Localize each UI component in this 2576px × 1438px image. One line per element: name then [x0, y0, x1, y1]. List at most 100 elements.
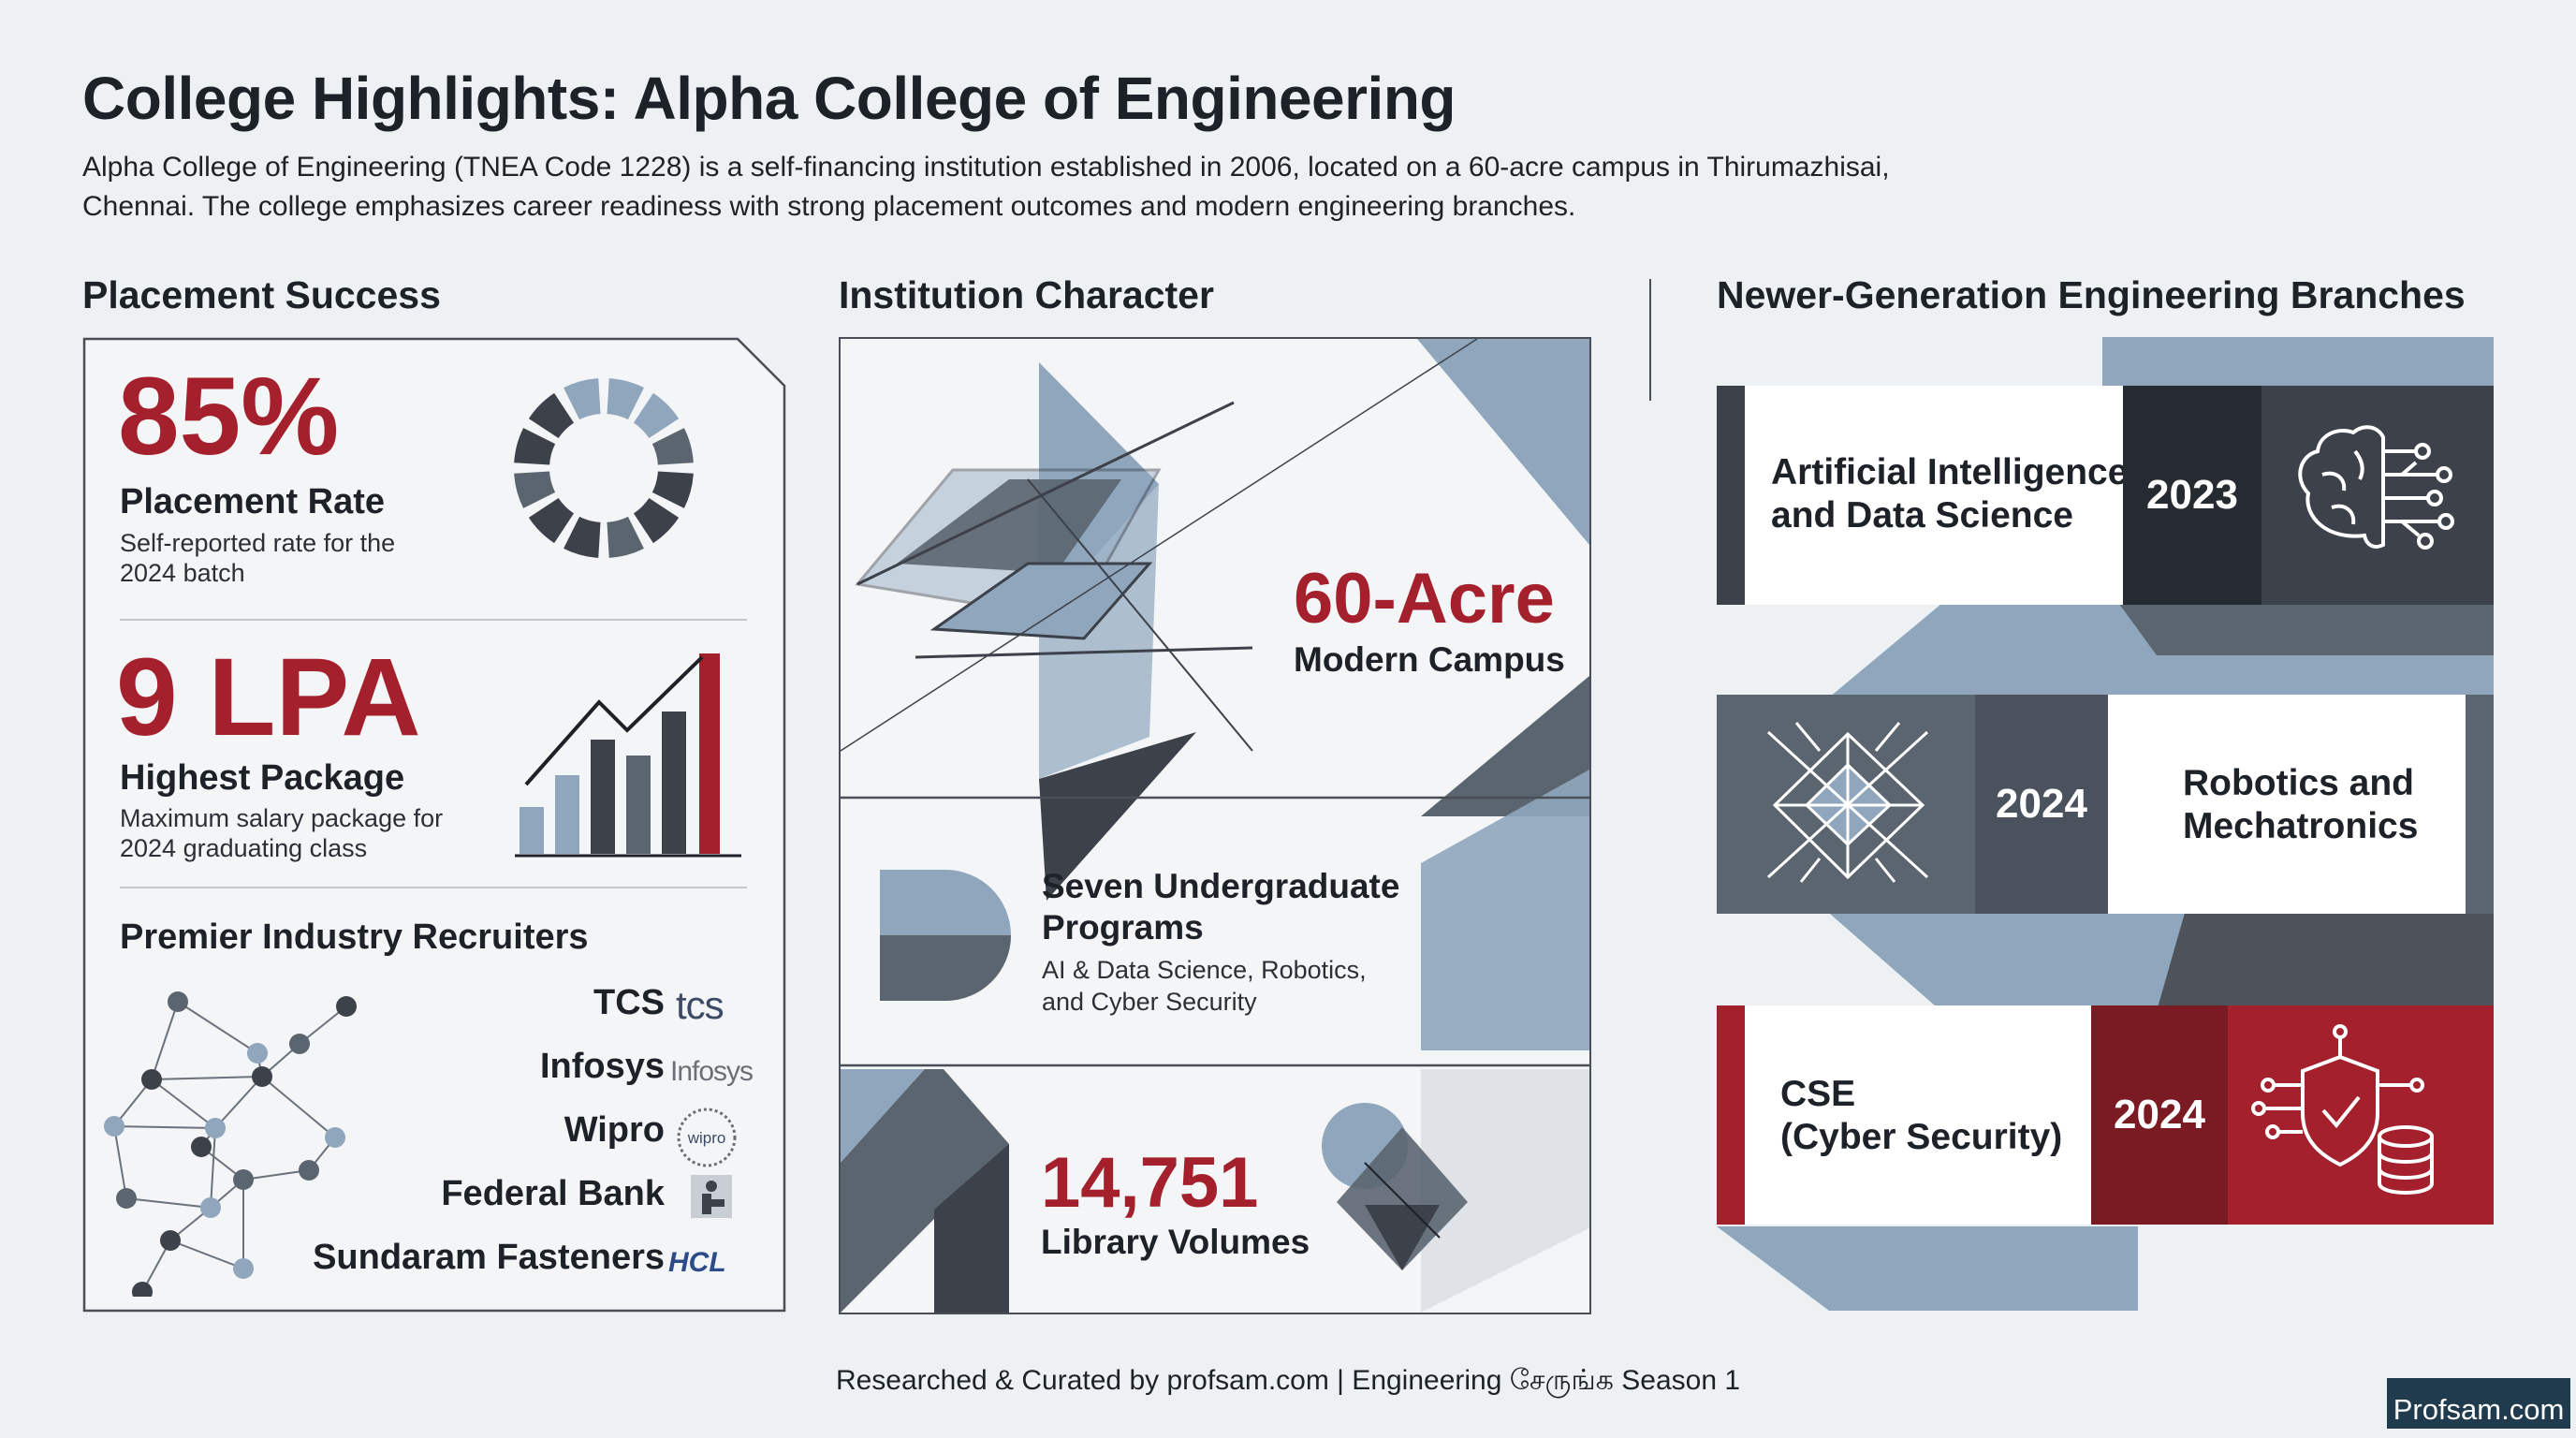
- branches-background-art: [1717, 337, 2494, 1311]
- wipro-logo: wipro: [677, 1108, 737, 1167]
- library-stat: 14,751 Library Volumes: [1041, 1146, 1340, 1262]
- tcs-logo: tcs: [676, 983, 724, 1027]
- network-edge: [261, 1076, 336, 1138]
- donut-segment: [528, 392, 575, 439]
- recruiter-sundaram-fasteners: Sundaram Fasteners: [313, 1238, 665, 1277]
- branch-year-ai-ds: 2023: [2146, 472, 2238, 518]
- network-edge: [214, 1076, 263, 1129]
- programs-desc-2: and Cyber Security: [1042, 988, 1257, 1016]
- network-node: [233, 1169, 254, 1190]
- branch-card-robotics-body: [2108, 695, 2466, 914]
- programs-desc-1: AI & Data Science, Robotics,: [1042, 956, 1367, 984]
- wipro-logo-text: wipro: [687, 1129, 726, 1147]
- network-node: [168, 991, 188, 1012]
- placement-rate-desc: Self-reported rate for the 2024 batch: [120, 528, 395, 588]
- shield-database-icon: [2251, 1024, 2434, 1196]
- network-node: [191, 1137, 212, 1157]
- profsam-badge[interactable]: Profsam.com: [2387, 1378, 2570, 1429]
- library-label: Library Volumes: [1041, 1223, 1310, 1261]
- network-node: [336, 996, 357, 1017]
- branch-robotics-line-1: Robotics and: [2183, 763, 2415, 803]
- branch-icon-box-ai-ds: [2261, 386, 2494, 605]
- network-node: [200, 1197, 221, 1218]
- donut-segment: [633, 392, 680, 439]
- branch-ai-ds-line-1: Artificial Intelligence: [1771, 452, 2129, 492]
- branch-card-cyber-body: [1745, 1005, 2091, 1225]
- branch-title-robotics: Robotics and Mechatronics: [2183, 762, 2418, 848]
- donut-segment: [651, 428, 694, 465]
- recruiters-heading: Premier Industry Recruiters: [120, 917, 589, 957]
- recruiter-names: TCS Infosys Wipro Federal Bank Sundaram …: [309, 983, 665, 1292]
- geometric-robot-icon: [1766, 722, 1929, 883]
- network-node: [160, 1230, 181, 1251]
- network-edge: [125, 1197, 212, 1209]
- network-node: [132, 1282, 153, 1297]
- brain-circuit-icon: [2298, 425, 2454, 550]
- footer-credit: Researched & Curated by profsam.com | En…: [835, 1365, 1741, 1396]
- network-node: [205, 1118, 226, 1138]
- network-edge: [151, 1078, 216, 1129]
- network-edge: [151, 1001, 179, 1080]
- branch-robotics-line-2: Mechatronics: [2183, 806, 2419, 846]
- branch-title-ai-ds: Artificial Intelligence and Data Science: [1771, 451, 2128, 537]
- recruiter-infosys: Infosys: [539, 1047, 665, 1086]
- network-edge: [210, 1127, 216, 1209]
- donut-segment: [607, 378, 644, 420]
- placement-heading: Placement Success: [82, 273, 441, 316]
- network-node: [247, 1043, 268, 1064]
- branch-card-ai-ds-edge: [1717, 386, 1745, 605]
- network-edge: [169, 1240, 244, 1269]
- network-node: [299, 1160, 319, 1181]
- placement-rate-label: Placement Rate: [120, 482, 386, 521]
- hcl-logo: HCL: [668, 1247, 726, 1278]
- placement-rate-value: 85%: [118, 355, 340, 478]
- branch-icon-box-robotics: [1717, 695, 1975, 914]
- branch-card-cyber-edge: [1717, 1005, 1745, 1225]
- network-node: [325, 1127, 345, 1148]
- growth-chart-icon: [515, 653, 741, 858]
- branch-card-robotics: 2024 Robotics and Mechatronics: [1717, 695, 2494, 914]
- branch-card-ai-ds: Artificial Intelligence and Data Science…: [1717, 386, 2494, 605]
- branches-heading: Newer-Generation Engineering Branches: [1717, 273, 2466, 316]
- branch-year-cyber: 2024: [2114, 1092, 2205, 1137]
- library-value: 14,751: [1041, 1143, 1259, 1223]
- intro-line-1: Alpha College of Engineering (TNEA Code …: [82, 152, 1890, 183]
- page-title: College Highlights: Alpha College of Eng…: [82, 65, 1456, 132]
- donut-segment: [528, 497, 575, 544]
- programs-title-2: Programs: [1042, 908, 1204, 946]
- branch-cyber-line-2: (Cyber Security): [1780, 1117, 2063, 1157]
- branch-icon-box-cyber: [2228, 1005, 2494, 1225]
- recruiter-tcs: TCS: [593, 983, 665, 1022]
- branch-card-robotics-edge: [2466, 695, 2494, 914]
- network-node: [233, 1258, 254, 1279]
- branch-year-ai-ds-box: 2023: [2123, 386, 2261, 605]
- donut-segment: [514, 471, 556, 508]
- campus-label: Modern Campus: [1294, 640, 1565, 679]
- recruiter-federal-bank: Federal Bank: [441, 1174, 665, 1213]
- branch-card-ai-ds-body: [1745, 386, 2151, 605]
- donut-segment: [607, 516, 644, 558]
- highest-package-value: 9 LPA: [116, 636, 421, 759]
- branch-title-cyber: CSE (Cyber Security): [1780, 1073, 2062, 1159]
- network-edge: [113, 1125, 216, 1129]
- programs-title-1: Seven Undergraduate: [1042, 867, 1400, 905]
- rate-desc-line-2: 2024 batch: [120, 559, 245, 587]
- network-node: [116, 1188, 137, 1209]
- network-edge: [177, 1001, 258, 1054]
- highest-package-label: Highest Package: [120, 758, 405, 798]
- column-divider: [1649, 279, 1651, 401]
- donut-segment: [514, 428, 556, 465]
- donut-segment: [651, 471, 694, 508]
- network-graph-icon: [104, 991, 357, 1297]
- branch-year-robotics: 2024: [1996, 781, 2087, 827]
- package-desc-line-1: Maximum salary package for: [120, 804, 444, 832]
- branch-ai-ds-line-2: and Data Science: [1771, 495, 2073, 536]
- profsam-badge-label: Profsam.com: [2393, 1393, 2565, 1426]
- network-edge: [151, 1076, 263, 1080]
- institution-panel: 60-Acre Modern Campus Seven Undergraduat…: [839, 337, 1591, 1314]
- rate-desc-line-1: Self-reported rate for the: [120, 529, 396, 557]
- institution-geometric-art: [841, 339, 1589, 1313]
- network-node: [289, 1034, 310, 1054]
- branch-card-cyber: CSE (Cyber Security) 2024: [1717, 1005, 2494, 1225]
- programs-stat: Seven Undergraduate Programs AI & Data S…: [1042, 866, 1435, 1018]
